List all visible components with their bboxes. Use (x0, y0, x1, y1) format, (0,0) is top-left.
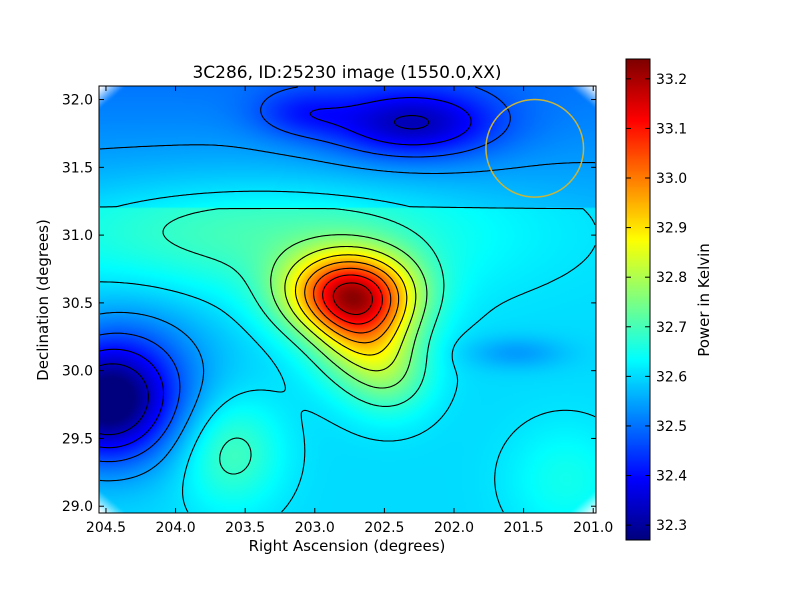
colorbar-tick-label: 33.1 (656, 121, 687, 137)
colorbar-gradient (626, 59, 650, 540)
contour-line-9 (304, 261, 400, 344)
x-tick-label: 204.0 (156, 520, 196, 536)
y-tick-label: 29.0 (62, 499, 93, 515)
y-tick-label: 29.5 (62, 431, 93, 447)
contour-line-5 (162, 207, 445, 475)
x-tick-label: 203.5 (225, 520, 265, 536)
x-tick-label: 202.5 (364, 520, 404, 536)
y-tick-label: 31.0 (62, 228, 93, 244)
contour-line-0 (99, 115, 430, 436)
contour-line-8 (294, 254, 408, 356)
x-axis-ticks: 204.5 204.0 203.5 203.0 202.5 202.0 201.5 201.0 (86, 86, 613, 536)
colorbar-tick-label: 32.5 (656, 419, 687, 435)
heatmap-image (99, 86, 596, 513)
colorbar-tick-label: 32.3 (656, 518, 687, 534)
contour-line-3 (99, 144, 596, 482)
contour-line-4 (100, 190, 596, 513)
y-tick-label: 30.5 (62, 296, 93, 312)
colorbar-tick-label: 32.4 (656, 469, 687, 485)
colorbar-tick-label: 32.6 (656, 369, 687, 385)
y-tick-label: 30.0 (62, 364, 93, 380)
colorbar-ticks: 32.3 32.4 32.5 32.6 32.7 32.8 32.9 33.0 33.1 33.2 (626, 72, 687, 534)
colorbar-tick-label: 32.8 (656, 270, 687, 286)
contour-line-7 (284, 245, 417, 372)
colorbar-label: Power in Kelvin (695, 243, 713, 357)
chart-title: 3C286, ID:25230 image (1550.0,XX) (192, 63, 501, 83)
x-tick-label: 204.5 (86, 520, 126, 536)
contour-line-2 (99, 86, 511, 463)
colorbar-tick-label: 32.9 (656, 221, 687, 237)
y-axis-label: Declination (degrees) (34, 219, 52, 381)
contour-lines (99, 86, 596, 513)
colorbar-frame (625, 58, 651, 541)
contour-line-12 (332, 282, 373, 316)
x-tick-label: 201.5 (504, 520, 544, 536)
contour-line-10 (313, 267, 392, 334)
y-tick-label: 32.0 (62, 93, 93, 109)
plot-frame (98, 85, 597, 514)
contour-line-11 (322, 274, 383, 325)
x-tick-label: 202.0 (434, 520, 474, 536)
beam-circle (485, 98, 585, 198)
y-axis-ticks: 29.0 29.5 30.0 30.5 31.0 31.5 32.0 (62, 93, 596, 515)
colorbar-tick-label: 33.2 (656, 72, 687, 88)
x-tick-label: 201.0 (573, 520, 613, 536)
x-tick-label: 203.0 (295, 520, 335, 536)
contour-line-1 (99, 97, 472, 449)
y-tick-label: 31.5 (62, 160, 93, 176)
colorbar-tick-label: 33.0 (656, 171, 687, 187)
contour-line-6 (270, 234, 428, 389)
colorbar-tick-label: 32.7 (656, 320, 687, 336)
x-axis-label: Right Ascension (degrees) (249, 537, 446, 555)
